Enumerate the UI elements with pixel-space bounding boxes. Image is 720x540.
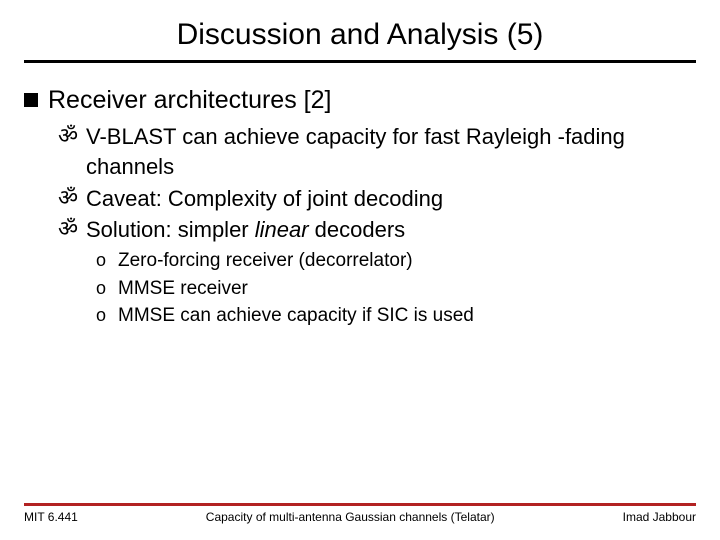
bullet-lvl3-text: MMSE can achieve capacity if SIC is used (118, 302, 474, 330)
footer-center: Capacity of multi-antenna Gaussian chann… (78, 510, 623, 524)
om-bullet-icon: ॐ (58, 184, 80, 213)
bullet-lvl3-item: o MMSE can achieve capacity if SIC is us… (96, 302, 696, 330)
o-bullet-icon: o (96, 302, 110, 328)
footer-row: MIT 6.441 Capacity of multi-antenna Gaus… (24, 510, 696, 524)
bullet-lvl3-text: MMSE receiver (118, 275, 248, 303)
bullet-lvl2-item: ॐ V-BLAST can achieve capacity for fast … (58, 122, 696, 181)
slide: Discussion and Analysis (5) Receiver arc… (0, 0, 720, 540)
bullet-lvl2-text: Caveat: Complexity of joint decoding (86, 184, 443, 214)
bullet-lvl1-list: Receiver architectures [2] (24, 85, 696, 116)
bullet-lvl3-item: o Zero-forcing receiver (decorrelator) (96, 247, 696, 275)
footer: MIT 6.441 Capacity of multi-antenna Gaus… (24, 503, 696, 524)
title-rule (24, 60, 696, 63)
footer-left: MIT 6.441 (24, 510, 78, 524)
om-bullet-icon: ॐ (58, 215, 80, 244)
bullet-lvl1-item: Receiver architectures [2] (24, 85, 696, 116)
bullet-lvl2-list: ॐ V-BLAST can achieve capacity for fast … (58, 122, 696, 245)
bullet-lvl2-item: ॐ Caveat: Complexity of joint decoding (58, 184, 696, 214)
slide-title: Discussion and Analysis (5) (24, 18, 696, 60)
text-suffix: decoders (309, 217, 406, 242)
bullet-lvl1-text: Receiver architectures [2] (48, 85, 331, 116)
bullet-lvl2-text: Solution: simpler linear decoders (86, 215, 405, 245)
o-bullet-icon: o (96, 275, 110, 301)
o-bullet-icon: o (96, 247, 110, 273)
footer-right: Imad Jabbour (623, 510, 696, 524)
text-prefix: Solution: simpler (86, 217, 255, 242)
bullet-lvl3-item: o MMSE receiver (96, 275, 696, 303)
bullet-lvl3-list: o Zero-forcing receiver (decorrelator) o… (96, 247, 696, 330)
text-italic: linear (255, 217, 309, 242)
bullet-lvl2-text: V-BLAST can achieve capacity for fast Ra… (86, 122, 696, 181)
om-bullet-icon: ॐ (58, 122, 80, 151)
bullet-lvl2-item: ॐ Solution: simpler linear decoders (58, 215, 696, 245)
bullet-lvl3-text: Zero-forcing receiver (decorrelator) (118, 247, 413, 275)
footer-rule (24, 503, 696, 506)
square-bullet-icon (24, 93, 38, 107)
